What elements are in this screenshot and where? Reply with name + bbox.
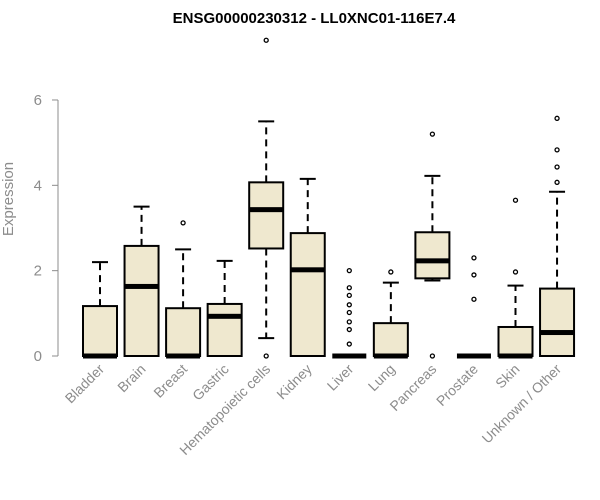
median-breast — [166, 353, 201, 359]
y-tick-label-2: 2 — [34, 263, 42, 280]
box-rect-bladder — [82, 305, 118, 358]
box-prostate — [456, 255, 491, 359]
median-bladder — [83, 353, 117, 359]
y-axis-ticks: 0 2 4 6 — [34, 92, 58, 365]
outlier-skin-0 — [512, 269, 519, 275]
box-pancreas — [414, 131, 451, 359]
x-tick-label-prostate: Prostate — [433, 361, 481, 409]
median-hematopoietic-cells — [249, 207, 284, 213]
box-rect-pancreas — [414, 231, 451, 280]
box-gastric — [206, 259, 243, 357]
median-unknown-other — [540, 330, 575, 336]
outlier-hematopoietic-cells-0 — [263, 353, 269, 359]
median-pancreas — [415, 258, 450, 264]
box-breast — [165, 220, 202, 359]
y-tick-label-4: 4 — [34, 177, 42, 194]
box-unknown-other — [539, 115, 576, 357]
box-skin — [497, 197, 534, 359]
y-axis-label: Expression — [0, 162, 17, 236]
outlier-unknown-other-1 — [554, 164, 560, 170]
median-skin — [498, 353, 533, 359]
box-rect-kidney — [289, 232, 326, 357]
median-lung — [373, 353, 408, 359]
outlier-liver-3 — [346, 309, 352, 316]
box-bladder — [82, 261, 118, 359]
outlier-pancreas-1 — [429, 131, 436, 137]
box-rect-unknown-other — [539, 287, 576, 357]
outlier-skin-1 — [512, 197, 519, 203]
outlier-liver-6 — [346, 285, 352, 291]
x-tick-label-liver: Liver — [324, 361, 357, 394]
outlier-liver-5 — [346, 292, 352, 299]
outlier-lung-0 — [388, 269, 394, 275]
outlier-liver-2 — [346, 319, 352, 325]
outlier-unknown-other-2 — [554, 147, 560, 153]
box-rect-lung — [372, 322, 409, 358]
outlier-hematopoietic-cells-1 — [263, 37, 269, 43]
outlier-unknown-other-0 — [554, 179, 560, 185]
y-tick-label-6: 6 — [34, 92, 42, 109]
outlier-prostate-0 — [471, 296, 477, 302]
x-tick-label-brain: Brain — [114, 361, 148, 395]
x-tick-label-unknown-other: Unknown / Other — [479, 361, 565, 447]
outlier-breast-0 — [180, 220, 186, 226]
box-rect-brain — [123, 244, 160, 358]
box-kidney — [289, 177, 326, 357]
box-lung — [372, 269, 409, 359]
x-tick-label-skin: Skin — [492, 361, 523, 392]
chart-title: ENSG00000230312 - LL0XNC01-116E7.4 — [173, 10, 456, 27]
median-brain — [124, 283, 159, 289]
boxes-group — [82, 37, 576, 359]
box-hematopoietic-cells — [248, 37, 285, 359]
x-tick-label-bladder: Bladder — [62, 361, 108, 407]
outlier-liver-0 — [346, 341, 352, 347]
box-liver — [332, 268, 367, 359]
box-rect-breast — [165, 307, 202, 357]
outlier-pancreas-0 — [429, 353, 436, 359]
x-tick-label-breast: Breast — [150, 361, 190, 401]
outlier-liver-1 — [346, 326, 352, 333]
outlier-liver-4 — [346, 302, 352, 308]
box-rect-gastric — [206, 302, 243, 357]
outlier-liver-7 — [346, 268, 352, 274]
median-prostate — [456, 353, 491, 359]
outlier-unknown-other-3 — [554, 115, 560, 121]
x-tick-label-kidney: Kidney — [273, 361, 315, 403]
x-tick-label-lung: Lung — [365, 361, 398, 394]
box-brain — [123, 205, 160, 358]
median-kidney — [290, 267, 325, 273]
y-tick-label-0: 0 — [34, 348, 42, 365]
box-rect-hematopoietic-cells — [248, 181, 285, 250]
outlier-prostate-1 — [471, 272, 477, 278]
median-liver — [332, 353, 367, 359]
box-rect-skin — [497, 325, 534, 358]
outlier-prostate-2 — [471, 255, 477, 261]
median-gastric — [207, 313, 242, 319]
